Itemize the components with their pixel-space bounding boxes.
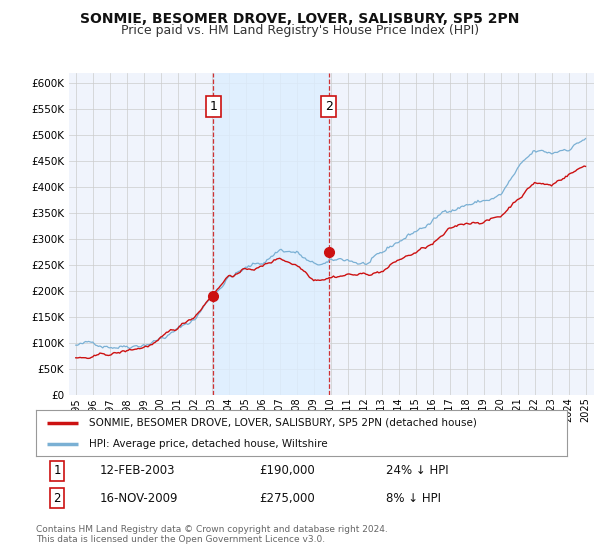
Text: 16-NOV-2009: 16-NOV-2009 bbox=[100, 492, 178, 505]
Text: Contains HM Land Registry data © Crown copyright and database right 2024.: Contains HM Land Registry data © Crown c… bbox=[36, 525, 388, 534]
Text: 1: 1 bbox=[53, 464, 61, 477]
Text: 24% ↓ HPI: 24% ↓ HPI bbox=[386, 464, 449, 477]
Text: 8% ↓ HPI: 8% ↓ HPI bbox=[386, 492, 442, 505]
Text: 2: 2 bbox=[53, 492, 61, 505]
Text: 1: 1 bbox=[209, 100, 217, 113]
Text: £275,000: £275,000 bbox=[259, 492, 315, 505]
Text: Price paid vs. HM Land Registry's House Price Index (HPI): Price paid vs. HM Land Registry's House … bbox=[121, 24, 479, 36]
Text: £190,000: £190,000 bbox=[259, 464, 315, 477]
Text: This data is licensed under the Open Government Licence v3.0.: This data is licensed under the Open Gov… bbox=[36, 535, 325, 544]
Text: SONMIE, BESOMER DROVE, LOVER, SALISBURY, SP5 2PN (detached house): SONMIE, BESOMER DROVE, LOVER, SALISBURY,… bbox=[89, 418, 477, 428]
Text: SONMIE, BESOMER DROVE, LOVER, SALISBURY, SP5 2PN: SONMIE, BESOMER DROVE, LOVER, SALISBURY,… bbox=[80, 12, 520, 26]
Bar bbox=[214, 73, 329, 395]
Text: 2: 2 bbox=[325, 100, 332, 113]
Text: 12-FEB-2003: 12-FEB-2003 bbox=[100, 464, 175, 477]
Text: HPI: Average price, detached house, Wiltshire: HPI: Average price, detached house, Wilt… bbox=[89, 439, 328, 449]
